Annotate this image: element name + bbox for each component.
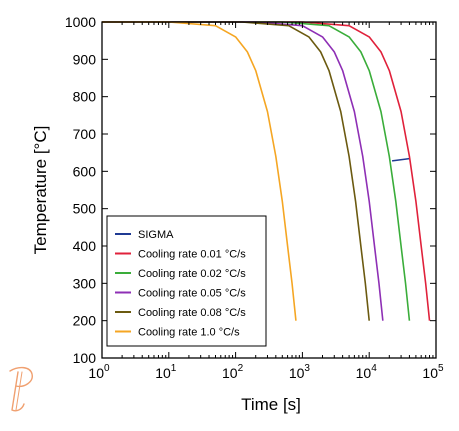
- logo-stem: [11, 371, 25, 412]
- thermo-calc-logo: [9, 366, 33, 412]
- axis-ticks: [101, 21, 437, 359]
- legend-label: Cooling rate 0.05 °C/s: [138, 288, 246, 300]
- x-axis-title: Time [s]: [241, 395, 301, 414]
- legend-label: Cooling rate 1.0 °C/s: [138, 327, 240, 339]
- legend: SIGMA Cooling rate 0.01 °C/s Cooling rate …: [106, 215, 267, 347]
- y-tick-label: 500: [73, 201, 97, 217]
- legend-box: [106, 215, 267, 347]
- y-tick-label: 300: [73, 275, 97, 291]
- legend-label: Cooling rate 0.02 °C/s: [138, 268, 246, 280]
- y-tick-label: 1000: [65, 14, 96, 30]
- y-tick-label: 900: [73, 51, 97, 67]
- series-line-2: [102, 21, 411, 321]
- logo-stem-inner: [15, 371, 23, 411]
- plot-frame: [101, 21, 437, 359]
- y-tick-label: 800: [73, 89, 97, 105]
- x-tick-label: 100: [88, 363, 110, 381]
- plot-lines: [102, 21, 431, 321]
- series-line-5: [102, 21, 297, 321]
- legend-label: Cooling rate 0.01 °C/s: [138, 249, 246, 261]
- x-tick-label: 104: [356, 363, 378, 381]
- x-tick-label: 101: [155, 363, 177, 381]
- axis-tick-labels: 100 101 102 103 104 105 100 200 300 400 500 600 700 8…: [65, 14, 444, 381]
- legend-label: Cooling rate 0.08 °C/s: [138, 307, 246, 319]
- y-tick-label: 400: [73, 238, 97, 254]
- series-line-4: [102, 21, 370, 321]
- y-axis-title: Temperature [°C]: [31, 126, 50, 255]
- y-tick-label: 600: [73, 163, 97, 179]
- x-tick-label: 103: [289, 363, 311, 381]
- y-tick-label: 700: [73, 126, 97, 142]
- series-line-3: [102, 21, 384, 321]
- y-tick-label: 200: [73, 313, 97, 329]
- x-tick-label: 102: [222, 363, 244, 381]
- legend-label: SIGMA: [138, 229, 174, 241]
- y-tick-label: 100: [73, 350, 97, 366]
- logo-bowl: [9, 366, 33, 388]
- series-line-0: [391, 157, 410, 162]
- series-line-1: [102, 21, 431, 321]
- x-tick-label: 105: [422, 363, 444, 381]
